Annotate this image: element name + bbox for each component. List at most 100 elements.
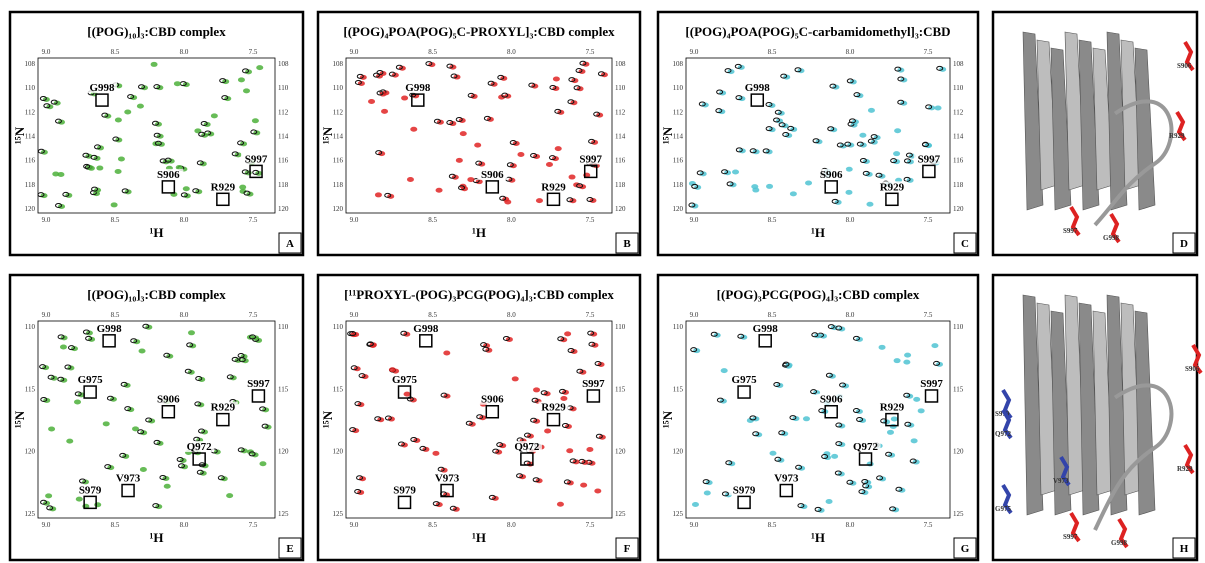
peak [114,169,122,175]
reference-peak [856,141,864,147]
peak [59,344,67,350]
y-tick-label: 112 [673,108,684,116]
reference-peak [483,115,491,121]
panel-frame [656,10,980,257]
x-tick-label: 7.5 [924,521,933,529]
peak-box [419,334,433,348]
y-tick-label: 125 [25,510,36,518]
reference-peak [825,372,833,378]
reference-peak [735,95,743,101]
reference-peak [238,357,246,363]
y-tick-label: 120 [673,448,684,456]
peak [904,352,912,358]
plot-area [345,57,613,214]
reference-peak [867,138,875,144]
peak [175,165,183,171]
panel-letter: G [961,543,970,555]
x-tick-label-top: 9.0 [690,311,699,319]
y-tick-label: 110 [333,323,344,331]
reference-peak [773,381,781,387]
label-bg [850,441,881,453]
reference-peak [834,470,842,476]
reference-peak [523,432,531,438]
peak [511,376,519,382]
reference-peak [876,475,884,481]
reference-peak [548,155,556,161]
reference-peak [903,176,911,182]
peak-label: V973 [435,473,460,485]
ribbon-loop [1093,99,1174,227]
reference-peak [198,428,206,434]
reference-peak [933,360,941,366]
plot-area [345,320,613,519]
reference-peak [249,334,257,340]
reference-peak [829,83,837,89]
reference-peak [501,92,509,98]
peak [410,126,418,132]
y-tick-label: 112 [25,108,36,116]
ribbon-strand [1050,47,1072,211]
plot-area [37,320,276,519]
panel: A [(POG)₁₀]₃:CBD complex 9.0 9.0 8.5 8.5 8.0 8.… [8,10,305,257]
peak [226,493,234,499]
label-bg [153,168,184,180]
peak [239,188,247,194]
peak-label: S906 [157,169,180,181]
label-bg [86,82,117,94]
panel: E [(POG)₁₀]₃:CBD complex 9.0 9.0 8.5 8.5 8.0 8.… [8,273,305,562]
reference-peak [690,347,698,353]
panel-letter-box [615,537,639,559]
reference-peak [502,335,510,341]
y-tick-label-right: 112 [953,108,964,116]
reference-peak [163,352,171,358]
reference-peak [528,82,536,88]
reference-peak [130,338,138,344]
reference-peak [566,197,574,203]
peak [554,146,562,152]
y-tick-label-right: 115 [953,385,964,393]
reference-peak [354,79,362,85]
label-bg [207,181,238,193]
reference-peak [138,84,146,90]
x-tick-label: 9.0 [690,216,699,224]
peak-label: Q972 [187,441,213,453]
reference-peak [839,382,847,388]
reference-peak [446,120,454,126]
peak [504,199,512,205]
reference-peak [437,466,445,472]
y-tick-label: 110 [333,84,344,92]
reference-peak [237,447,245,453]
reference-peak [856,416,864,422]
ribbon-strand [1134,310,1156,516]
peak [556,501,564,507]
reference-peak [594,361,602,367]
y-tick-label: 114 [333,133,344,141]
label-bg [389,374,420,386]
reference-peak [221,95,229,101]
reference-peak [765,101,773,107]
residue-label: G975 [995,505,1011,513]
reference-peak [85,335,93,341]
reference-peak [145,417,153,423]
reference-peak [778,122,786,128]
y-axis-label: ¹⁵N [660,410,675,428]
x-tick-label-top: 9.0 [690,48,699,56]
y-tick-label-right: 116 [615,157,626,165]
ribbon-strand [1134,47,1156,211]
y-tick-label-right: 125 [615,510,626,518]
reference-peak [853,92,861,98]
peak [467,177,475,183]
panel-letter-box [278,537,302,559]
x-tick-label: 8.0 [846,216,855,224]
reference-peak [219,78,227,84]
x-tick-label-top: 8.0 [507,48,516,56]
y-tick-label-right: 116 [953,157,964,165]
peak-label: G998 [89,82,115,94]
reference-peak [516,473,524,479]
y-tick-label-right: 118 [278,181,289,189]
y-tick-label-right: 115 [615,385,626,393]
peak-label: R929 [211,181,236,193]
ribbon-strand [1078,39,1100,211]
reference-peak [859,157,867,163]
